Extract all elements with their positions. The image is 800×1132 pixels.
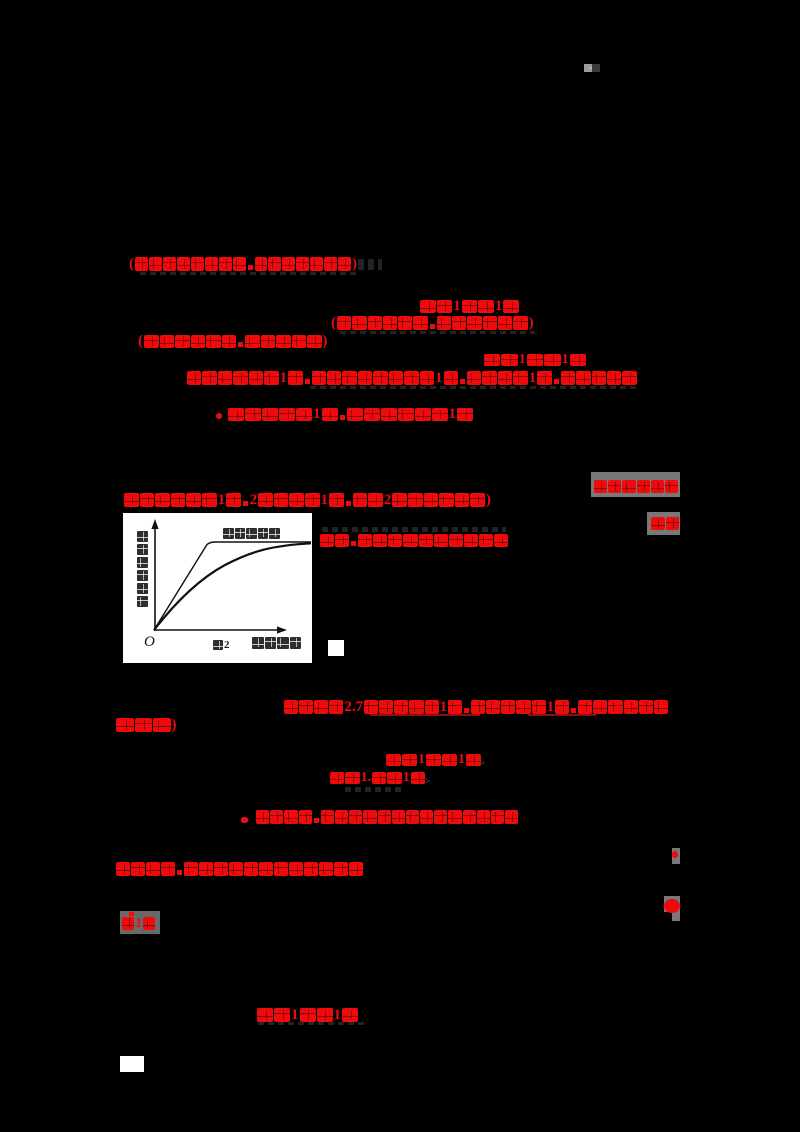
svg-text:O: O bbox=[144, 634, 155, 650]
